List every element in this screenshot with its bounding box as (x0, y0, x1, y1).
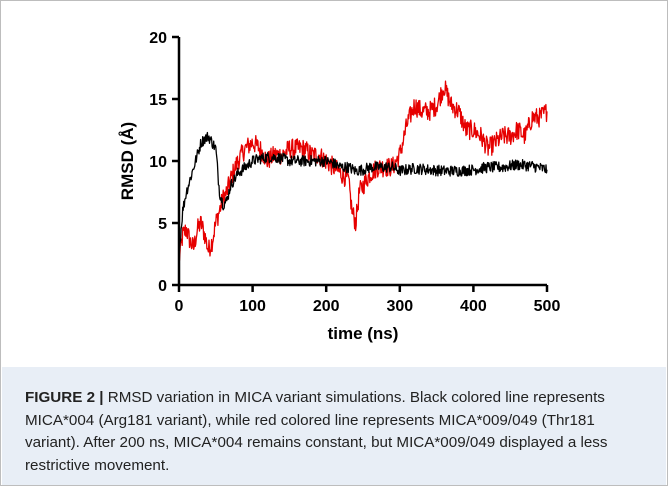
x-axis-title: time (ns) (328, 324, 399, 343)
y-tick-label: 15 (149, 92, 167, 109)
x-tick-label: 500 (534, 298, 561, 315)
y-ticks: 0 5 10 15 20 (149, 30, 179, 295)
caption-panel (2, 367, 666, 485)
figure-caption: FIGURE 2 | RMSD variation in MICA varian… (25, 387, 645, 477)
x-ticks: 0 100 200 300 400 500 (175, 285, 561, 315)
x-tick-label: 100 (239, 298, 266, 315)
x-tick-label: 300 (386, 298, 413, 315)
y-tick-label: 0 (158, 278, 167, 295)
x-tick-label: 400 (460, 298, 487, 315)
series-line-red (178, 80, 548, 262)
caption-label: FIGURE 2 | (25, 389, 104, 406)
x-tick-label: 0 (175, 298, 184, 315)
rmsd-chart: 0 5 10 15 20 0 100 200 300 400 500 time (ns) RMSD… (118, 30, 561, 343)
y-tick-label: 10 (149, 154, 167, 171)
series-line-black (178, 131, 548, 260)
caption-text: RMSD variation in MICA variant simulatio… (25, 389, 608, 474)
y-axis-title: RMSD (Å) (118, 122, 137, 200)
series-layer (178, 80, 548, 262)
y-tick-label: 5 (158, 216, 167, 233)
x-tick-label: 200 (313, 298, 340, 315)
y-tick-label: 20 (149, 30, 167, 47)
